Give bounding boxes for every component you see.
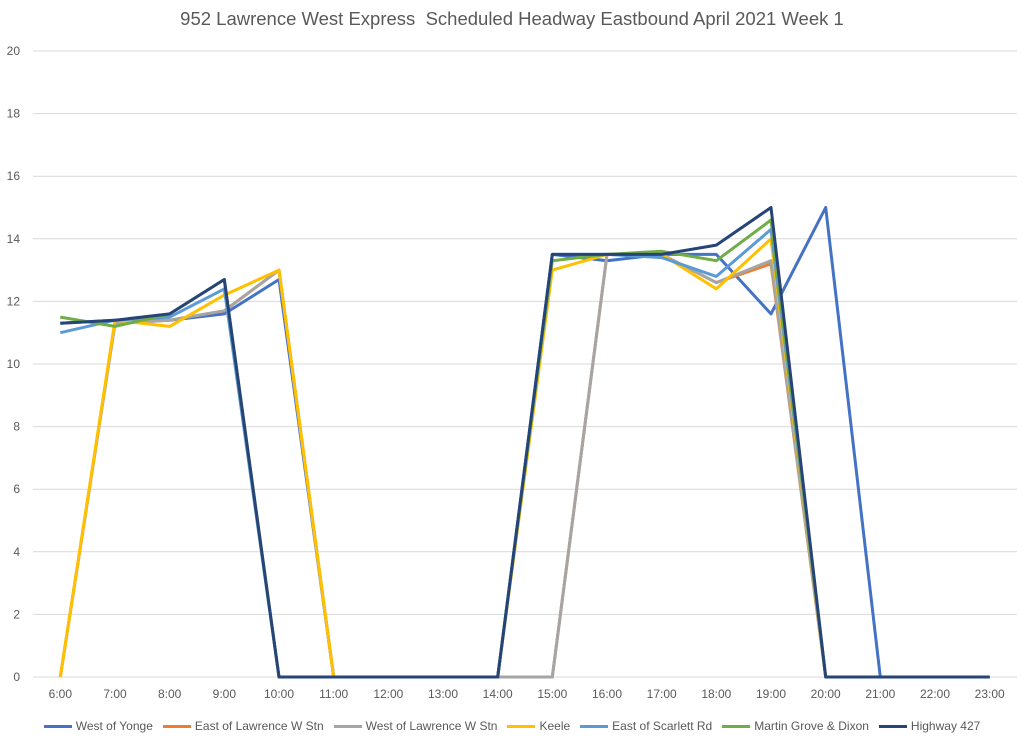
legend-item: East of Lawrence W Stn bbox=[162, 719, 324, 733]
y-tick-label: 12 bbox=[7, 294, 21, 308]
x-tick-label: 12:00 bbox=[373, 687, 403, 701]
x-tick-label: 9:00 bbox=[213, 687, 237, 701]
legend-label: West of Yonge bbox=[75, 719, 153, 733]
x-tick-label: 13:00 bbox=[428, 687, 458, 701]
series-lines bbox=[58, 206, 990, 679]
y-tick-label: 20 bbox=[7, 44, 21, 58]
x-tick-label: 16:00 bbox=[592, 687, 622, 701]
series-line-highway-427 bbox=[60, 206, 990, 679]
y-tick-label: 18 bbox=[7, 107, 21, 121]
x-tick-label: 6:00 bbox=[49, 687, 73, 701]
y-tick-label: 10 bbox=[7, 357, 21, 371]
legend-swatch bbox=[580, 724, 609, 728]
legend-label: Martin Grove & Dixon bbox=[754, 719, 869, 733]
x-tick-label: 10:00 bbox=[264, 687, 294, 701]
legend-swatch bbox=[722, 724, 751, 728]
legend: West of Yonge East of Lawrence W Stn West … bbox=[0, 716, 1024, 736]
y-tick-label: 6 bbox=[13, 482, 20, 496]
series-line-martin-grove-dixon bbox=[60, 218, 990, 679]
y-axis-tick-labels: 0 2 4 6 8 10 12 14 16 18 20 bbox=[7, 44, 21, 684]
y-tick-label: 2 bbox=[13, 607, 20, 621]
x-tick-label: 17:00 bbox=[647, 687, 677, 701]
legend-item: Highway 427 bbox=[878, 719, 981, 733]
legend-swatch bbox=[43, 724, 72, 728]
chart-title: 952 Lawrence West Express Scheduled Head… bbox=[180, 8, 844, 29]
legend-label: Keele bbox=[539, 719, 571, 733]
legend-swatch bbox=[162, 724, 191, 728]
legend-label: West of Lawrence W Stn bbox=[365, 719, 498, 733]
x-tick-label: 21:00 bbox=[865, 687, 895, 701]
legend-item: West of Yonge bbox=[43, 719, 153, 733]
y-tick-label: 8 bbox=[13, 420, 20, 434]
legend-item: Keele bbox=[507, 719, 570, 733]
legend-swatch bbox=[878, 724, 907, 728]
x-tick-label: 22:00 bbox=[920, 687, 950, 701]
legend-label: East of Lawrence W Stn bbox=[194, 719, 324, 733]
x-tick-label: 11:00 bbox=[319, 687, 348, 701]
x-tick-label: 14:00 bbox=[483, 687, 513, 701]
y-tick-label: 14 bbox=[7, 232, 21, 246]
x-tick-label: 15:00 bbox=[537, 687, 567, 701]
x-tick-label: 20:00 bbox=[811, 687, 841, 701]
y-tick-label: 4 bbox=[13, 545, 20, 559]
legend-item: West of Lawrence W Stn bbox=[333, 719, 498, 733]
legend-item: Martin Grove & Dixon bbox=[722, 719, 869, 733]
x-axis-tick-labels: 6:00 7:00 8:00 9:00 10:00 11:00 12:00 13:00 14:0… bbox=[49, 687, 1005, 701]
y-tick-label: 0 bbox=[13, 670, 20, 684]
series-line-west-of-yonge bbox=[60, 206, 990, 679]
x-tick-label: 7:00 bbox=[103, 687, 127, 701]
x-tick-label: 18:00 bbox=[701, 687, 731, 701]
x-tick-label: 8:00 bbox=[158, 687, 182, 701]
legend-label: Highway 427 bbox=[910, 719, 981, 733]
legend-label: East of Scarlett Rd bbox=[612, 719, 713, 733]
x-tick-label: 23:00 bbox=[975, 687, 1005, 701]
y-tick-label: 16 bbox=[7, 169, 21, 183]
legend-swatch bbox=[333, 724, 362, 728]
legend-swatch bbox=[507, 724, 536, 728]
legend-item: East of Scarlett Rd bbox=[580, 719, 712, 733]
x-tick-label: 19:00 bbox=[756, 687, 786, 701]
